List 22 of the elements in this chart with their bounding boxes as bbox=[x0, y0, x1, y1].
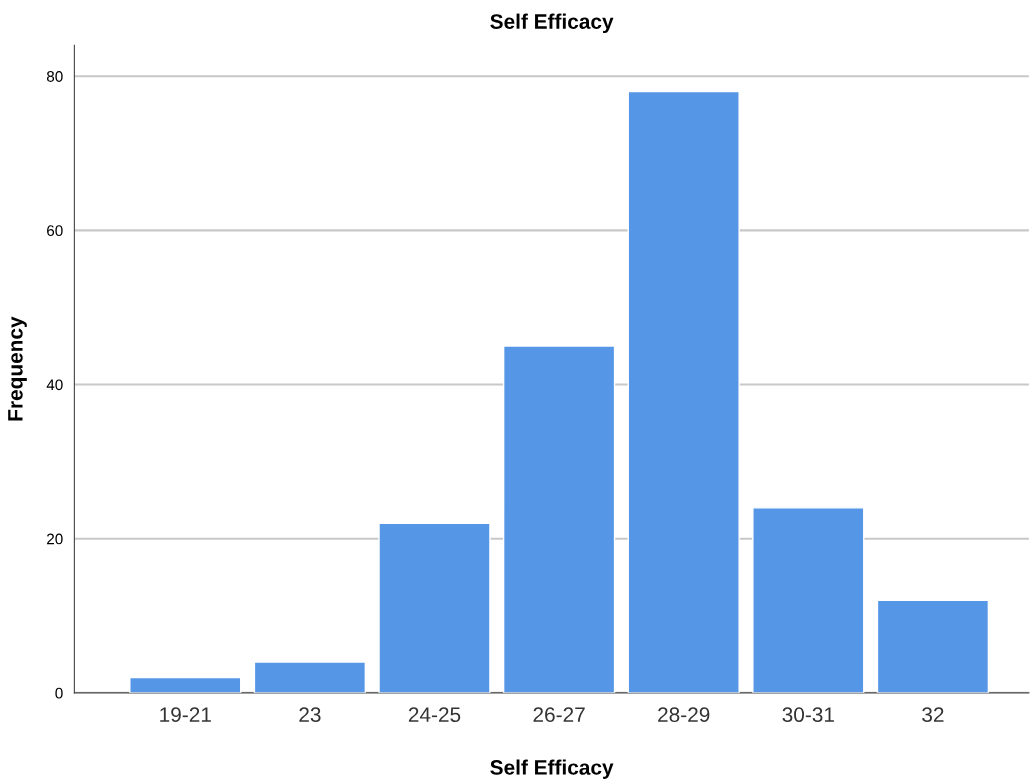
y-axis-title: Frequency bbox=[8, 316, 27, 421]
x-tick-label: 24-25 bbox=[408, 707, 461, 723]
x-tick-label: 30-31 bbox=[782, 707, 834, 723]
x-tick-label: 32 bbox=[922, 707, 944, 723]
x-tick-label: 19-21 bbox=[160, 707, 211, 723]
y-tick-label: 20 bbox=[47, 533, 63, 545]
x-axis-title: Self Efficacy bbox=[490, 759, 614, 779]
y-tick-label: 0 bbox=[55, 687, 63, 699]
x-tick-label: 28-29 bbox=[658, 707, 710, 723]
y-tick-label: 60 bbox=[47, 225, 63, 237]
bar bbox=[378, 522, 491, 693]
bar bbox=[876, 599, 990, 693]
y-tick-label: 80 bbox=[46, 71, 63, 82]
x-tick-label: 23 bbox=[299, 707, 321, 723]
chart-title: Self Efficacy bbox=[490, 13, 614, 34]
bar bbox=[502, 345, 616, 693]
bar bbox=[253, 661, 367, 693]
bar bbox=[627, 90, 740, 693]
bar bbox=[129, 676, 242, 693]
y-tick-label: 40 bbox=[46, 379, 63, 391]
bar bbox=[752, 507, 865, 693]
x-tick-label: 26-27 bbox=[533, 707, 585, 723]
